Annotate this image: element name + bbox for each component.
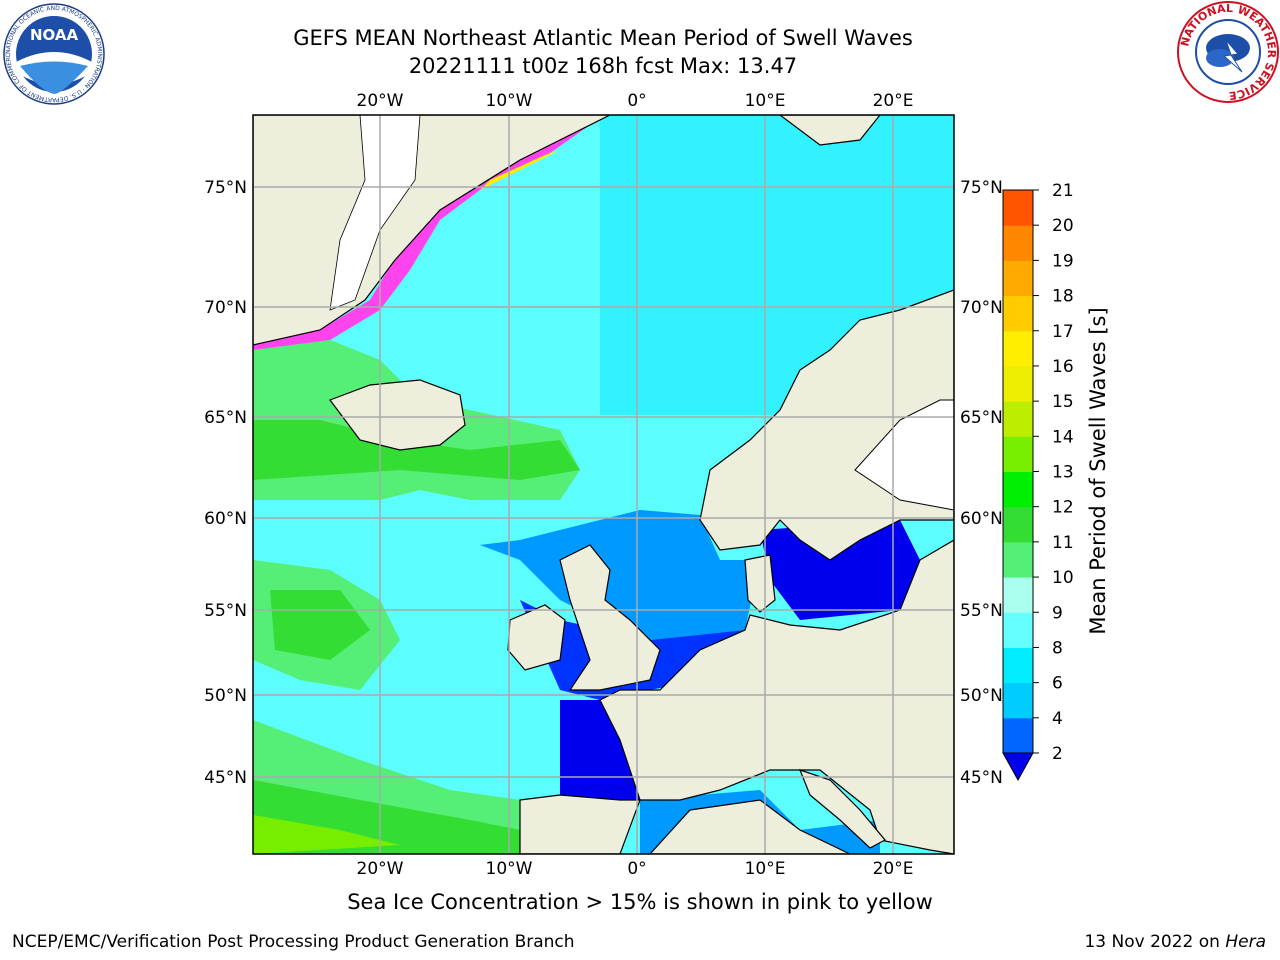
colorbar-tick-label: 15 <box>1052 392 1074 412</box>
lat-label-right: 55°N <box>960 601 1003 621</box>
land-continental-europe <box>599 539 954 854</box>
lon-label-top: 10°W <box>486 91 533 111</box>
colorbar-bin <box>1003 330 1033 367</box>
colorbar-tick-label: 11 <box>1052 533 1074 553</box>
colorbar-label: Mean Period of Swell Waves [s] <box>1086 307 1110 634</box>
footer-date: 13 Nov 2022 on Hera <box>1084 932 1266 952</box>
colorbar-bin <box>1003 295 1033 332</box>
footer-credit: NCEP/EMC/Verification Post Processing Pr… <box>12 932 575 952</box>
land-ireland <box>507 604 566 671</box>
colorbar-tick-label: 13 <box>1052 463 1074 483</box>
lat-label-right: 70°N <box>960 298 1003 318</box>
colorbar-tick-label: 2 <box>1052 744 1063 764</box>
lat-label-left: 70°N <box>204 298 247 318</box>
noaa-logo: NOAA NATIONAL OCEANIC AND ATMOSPHERIC AD… <box>2 2 105 105</box>
colorbar-bin <box>1003 612 1033 648</box>
colorbar-bin <box>1003 471 1033 508</box>
colorbar-bin <box>1003 260 1033 297</box>
map-panel <box>253 115 954 854</box>
lat-label-left: 60°N <box>204 509 247 529</box>
land-iberia <box>519 794 641 854</box>
footer-host: Hera <box>1225 932 1266 952</box>
lon-label-bottom: 10°E <box>745 859 786 879</box>
lon-label-top: 0° <box>627 91 646 111</box>
lat-label-left: 65°N <box>204 408 247 428</box>
colorbar-bin <box>1003 577 1033 613</box>
lat-label-right: 50°N <box>960 686 1003 706</box>
footer-date-text: 13 Nov 2022 on <box>1084 932 1220 952</box>
map-frame <box>252 114 955 855</box>
colorbar: 2 4 6 8 9 10 11 12 13 14 15 16 17 18 19 20 21 Mean Perio… <box>1002 181 1110 782</box>
nws-logo: NATIONAL WEATHER SERVICE <box>1177 1 1279 103</box>
colorbar-tick-label: 21 <box>1052 181 1074 201</box>
colorbar-tick-label: 12 <box>1052 498 1074 518</box>
lon-label-top: 10°E <box>745 91 786 111</box>
sea-ice-edge <box>253 115 610 350</box>
colorbar-tick-label: 8 <box>1052 638 1063 658</box>
sea-ice-note: Sea Ice Concentration > 15% is shown in … <box>347 890 933 914</box>
land-italy <box>798 769 886 849</box>
colorbar-bin <box>1003 401 1033 437</box>
lon-label-bottom: 20°E <box>873 859 914 879</box>
colorbar-tick-label: 16 <box>1052 357 1074 377</box>
lat-label-right: 60°N <box>960 509 1003 529</box>
land-svalbard <box>779 115 881 146</box>
lat-label-left: 75°N <box>204 178 247 198</box>
swell-zone-baltic <box>760 520 920 620</box>
colorbar-tick-label: 4 <box>1052 709 1063 729</box>
chart-subtitle: 20221111 t00z 168h fcst Max: 13.47 <box>408 54 798 78</box>
colorbar-bin <box>1003 365 1033 402</box>
lat-label-left: 45°N <box>204 768 247 788</box>
colorbar-bin <box>1003 506 1033 543</box>
lat-label-right: 65°N <box>960 408 1003 428</box>
graticule <box>253 115 954 854</box>
land-africa <box>649 799 851 854</box>
colorbar-tick-label: 19 <box>1052 251 1074 271</box>
lat-label-left: 50°N <box>204 686 247 706</box>
colorbar-bin <box>1003 682 1033 719</box>
noaa-logo-text: NOAA <box>30 26 79 44</box>
colorbar-tick-label: 6 <box>1052 674 1063 694</box>
colorbar-tick-label: 9 <box>1052 603 1063 623</box>
lon-label-bottom: 10°W <box>486 859 533 879</box>
lon-label-top: 20°W <box>357 91 404 111</box>
lat-label-left: 55°N <box>204 601 247 621</box>
colorbar-bin <box>1003 225 1033 261</box>
colorbar-bin <box>1003 717 1033 754</box>
colorbar-bin <box>1003 541 1033 578</box>
lat-label-right: 75°N <box>960 178 1003 198</box>
colorbar-bin <box>1003 647 1033 684</box>
colorbar-bin <box>1003 436 1033 472</box>
colorbar-tick-label: 17 <box>1052 322 1074 342</box>
land-great-britain <box>559 544 661 691</box>
land-iceland <box>329 379 466 451</box>
lon-label-bottom: 0° <box>627 859 646 879</box>
colorbar-tick-label: 18 <box>1052 287 1074 307</box>
swell-zone-northsea <box>480 510 760 640</box>
colorbar-tick-label: 14 <box>1052 427 1074 447</box>
colorbar-bin <box>1003 190 1033 226</box>
colorbar-tick-label: 20 <box>1052 216 1074 236</box>
chart-title: GEFS MEAN Northeast Atlantic Mean Period… <box>293 26 913 50</box>
colorbar-under-arrow <box>1002 752 1034 782</box>
lon-label-top: 20°E <box>873 91 914 111</box>
swell-zone-iceland-core <box>253 420 580 480</box>
lat-label-right: 45°N <box>960 768 1003 788</box>
swell-zone-west-core <box>270 590 370 660</box>
lon-label-bottom: 20°W <box>357 859 404 879</box>
colorbar-tick-label: 10 <box>1052 568 1074 588</box>
